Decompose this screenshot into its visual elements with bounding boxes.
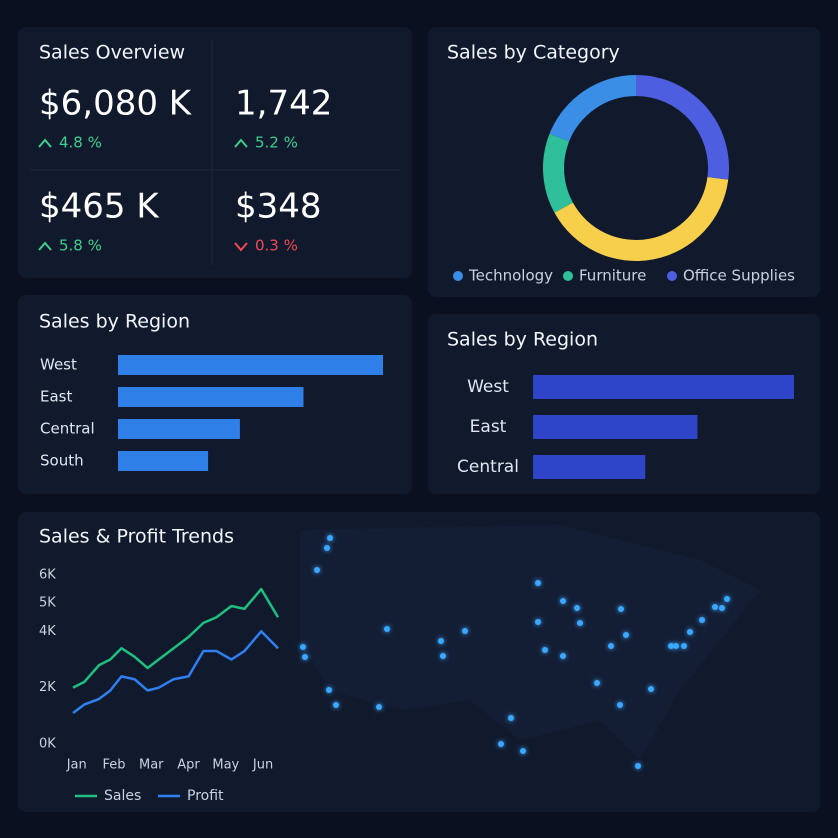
map-dot: [560, 598, 566, 604]
category-label: Central: [40, 420, 95, 438]
trend-arrow: [38, 138, 52, 148]
legend-label: Furniture: [579, 267, 646, 285]
map-dot: [719, 605, 725, 611]
kpi-change: 5.8 %: [59, 237, 102, 255]
chart-title: Sales by Region: [39, 311, 190, 333]
bar: [118, 355, 383, 375]
x-tick-label: Mar: [139, 758, 164, 773]
bar: [118, 451, 209, 471]
map-dot: [681, 643, 687, 649]
map-dot: [712, 604, 718, 610]
map-dot: [327, 535, 333, 541]
kpi-change: 0.3 %: [255, 237, 298, 255]
map-dot: [574, 605, 580, 611]
map-dot: [520, 748, 526, 754]
legend-label: Technology: [468, 267, 553, 285]
category-label: West: [467, 377, 509, 397]
trend-arrow: [234, 242, 248, 252]
x-tick-label: Jun: [252, 758, 273, 773]
kpi-value: 1,742: [235, 84, 332, 124]
map-dot: [668, 643, 674, 649]
map-dot: [560, 653, 566, 659]
legend-swatch: [453, 271, 463, 281]
panel: [428, 27, 820, 297]
y-tick-label: 0K: [39, 737, 56, 752]
kpi-value: $465 K: [39, 187, 160, 227]
trend-arrow: [38, 241, 52, 251]
map-dot: [724, 596, 730, 602]
panel: [428, 314, 820, 494]
legend-label: Office Supplies: [683, 267, 795, 285]
y-tick-label: 6K: [39, 568, 56, 583]
map-dot: [376, 704, 382, 710]
donut-segment: [543, 133, 573, 213]
map-dot: [462, 628, 468, 634]
y-tick-label: 2K: [39, 680, 56, 695]
y-tick-label: 4K: [39, 624, 56, 639]
map-dot: [673, 643, 679, 649]
bar: [118, 387, 304, 407]
line: [72, 587, 280, 689]
panel-title: Sales Overview: [39, 42, 185, 64]
chart-title: Sales by Category: [447, 42, 620, 64]
map-dot: [687, 629, 693, 635]
category-label: West: [40, 356, 77, 374]
legend-label: Sales: [104, 788, 141, 804]
chart-title: Sales & Profit Trends: [39, 526, 234, 548]
kpi-value: $6,080 K: [39, 84, 193, 124]
legend-swatch: [563, 271, 573, 281]
map-dot: [440, 653, 446, 659]
map-dot: [577, 620, 583, 626]
bar: [533, 455, 646, 479]
x-tick-label: May: [212, 758, 239, 773]
kpi-value: $348: [235, 187, 322, 227]
legend-label: Profit: [187, 788, 224, 804]
map-dot: [608, 643, 614, 649]
map-dot: [508, 715, 514, 721]
map-dot: [314, 567, 320, 573]
map-dot: [542, 647, 548, 653]
panel: [18, 27, 412, 278]
x-tick-label: Feb: [102, 758, 125, 773]
map-dot: [324, 545, 330, 551]
map-dots: [300, 535, 730, 769]
category-label: East: [40, 388, 72, 406]
x-tick-label: Apr: [177, 758, 200, 773]
donut-segment: [554, 177, 729, 262]
map-dot: [300, 644, 306, 650]
category-label: Central: [457, 457, 519, 477]
map-dot: [594, 680, 600, 686]
map-dot: [648, 686, 654, 692]
chart-title: Sales by Region: [447, 329, 598, 351]
line: [72, 630, 279, 715]
x-tick-label: Jan: [66, 758, 87, 773]
trend-arrow: [234, 138, 248, 148]
y-tick-label: 5K: [39, 596, 56, 611]
bar: [118, 419, 240, 439]
map-dot: [635, 763, 641, 769]
legend-swatch: [667, 271, 677, 281]
category-label: East: [470, 417, 507, 437]
bar: [533, 375, 794, 399]
map-dot: [498, 741, 504, 747]
kpi-change: 5.2 %: [255, 134, 298, 152]
donut-segment: [549, 75, 636, 142]
donut-segment: [636, 75, 729, 180]
kpi-change: 4.8 %: [59, 134, 102, 152]
map-dot: [617, 702, 623, 708]
map-dot: [326, 687, 332, 693]
map-shape: [300, 525, 760, 760]
category-label: South: [40, 452, 84, 470]
map-dot: [535, 580, 541, 586]
map-dot: [384, 626, 390, 632]
map-dot: [333, 702, 339, 708]
map-dot: [699, 617, 705, 623]
map-dot: [302, 654, 308, 660]
bar: [533, 415, 698, 439]
map-dot: [438, 638, 444, 644]
map-dot: [535, 619, 541, 625]
map-dot: [623, 632, 629, 638]
map-dot: [618, 606, 624, 612]
